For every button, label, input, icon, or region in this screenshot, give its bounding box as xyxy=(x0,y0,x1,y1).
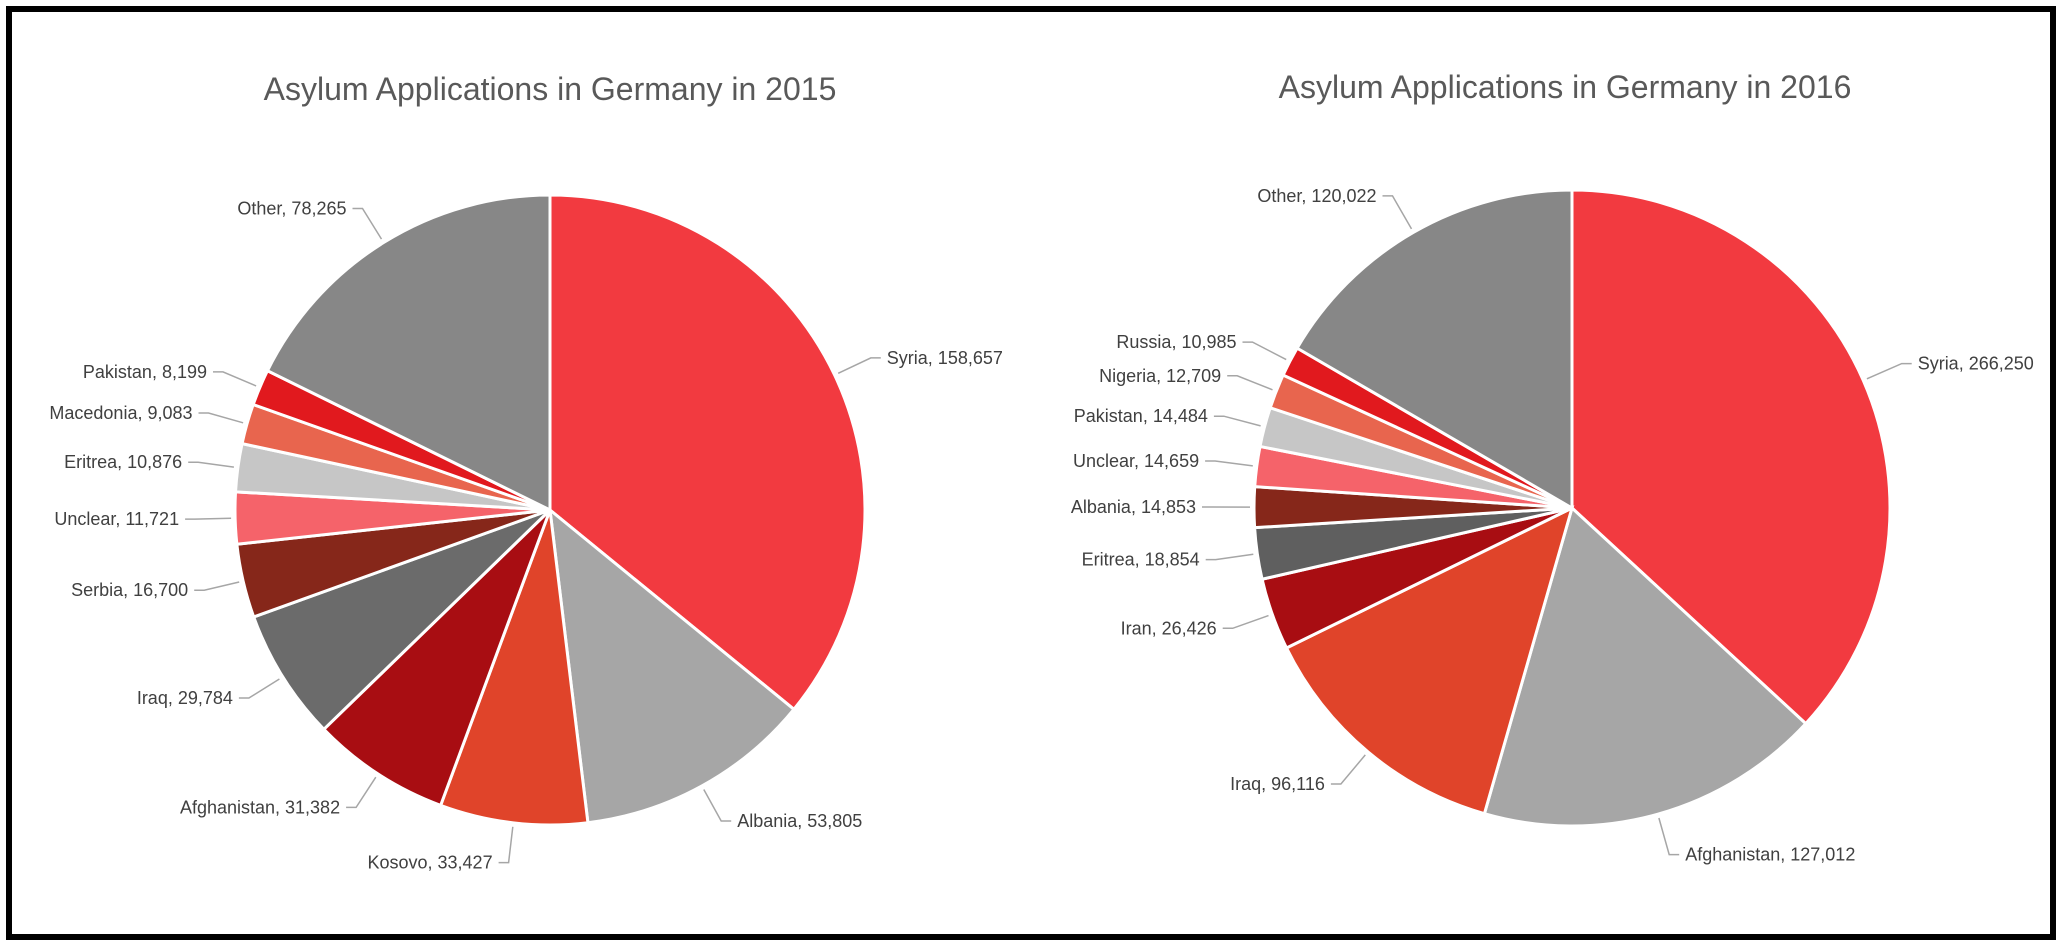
data-label: Kosovo, 33,427 xyxy=(367,853,492,873)
leader-line xyxy=(1205,460,1253,467)
data-label: Afghanistan, 127,012 xyxy=(1685,845,1855,865)
pie-slice-afghanistan xyxy=(321,508,552,808)
data-label: Pakistan, 14,484 xyxy=(1074,406,1208,426)
data-label: Other, 120,022 xyxy=(1257,186,1376,206)
leader-line xyxy=(185,517,232,520)
chart-title: Asylum Applications in Germany in 2016 xyxy=(1279,69,1852,105)
leader-line xyxy=(1227,375,1273,391)
leader-line xyxy=(352,207,383,240)
pie-slice-iraq xyxy=(251,508,552,732)
data-label: Eritrea, 10,876 xyxy=(64,452,182,472)
data-label: Russia, 10,985 xyxy=(1116,332,1236,352)
leader-line xyxy=(1866,362,1912,380)
leader-line xyxy=(498,826,514,864)
data-label: Syria, 266,250 xyxy=(1918,354,2034,374)
pie-slice-syria xyxy=(548,193,867,712)
pie-slice-kosovo xyxy=(438,509,590,827)
pie-slice-other xyxy=(1295,188,1574,511)
pie-chart-2016: Asylum Applications in Germany in 2016 S… xyxy=(1071,69,2034,865)
leader-line xyxy=(346,776,377,809)
pie-slice-albania xyxy=(548,506,797,825)
data-label: Albania, 14,853 xyxy=(1071,497,1196,517)
leader-line xyxy=(238,678,280,699)
data-label: Macedonia, 9,083 xyxy=(49,403,192,423)
pie-slice-other xyxy=(265,193,552,513)
data-label: Unclear, 14,659 xyxy=(1073,451,1199,471)
data-label: Serbia, 16,700 xyxy=(71,580,188,600)
data-label: Unclear, 11,721 xyxy=(54,509,179,529)
leader-line xyxy=(1382,195,1413,230)
pie-chart-2015: Asylum Applications in Germany in 2015 S… xyxy=(49,71,1002,873)
data-label: Afghanistan, 31,382 xyxy=(180,797,340,817)
data-label: Pakistan, 8,199 xyxy=(83,362,207,382)
data-label: Iran, 26,426 xyxy=(1121,618,1217,638)
leader-line xyxy=(1242,341,1287,361)
data-label: Iraq, 29,784 xyxy=(137,688,233,708)
pie-slice-afghanistan xyxy=(1482,505,1808,828)
leader-line xyxy=(1658,817,1680,856)
leader-line xyxy=(198,412,244,424)
pie-slice-iraq xyxy=(1284,505,1575,816)
pie-slice-syria xyxy=(1570,188,1892,726)
data-label: Other, 78,265 xyxy=(237,199,346,219)
leader-line xyxy=(213,371,257,387)
chart-title: Asylum Applications in Germany in 2015 xyxy=(264,71,837,107)
data-label: Albania, 53,805 xyxy=(737,811,862,831)
leader-line xyxy=(188,461,235,468)
leader-line xyxy=(1222,614,1269,630)
leader-line xyxy=(1330,754,1366,785)
leader-line xyxy=(194,581,240,591)
leader-line xyxy=(1213,415,1261,427)
leader-line xyxy=(1205,553,1254,561)
data-label: Syria, 158,657 xyxy=(887,348,1003,368)
data-label: Nigeria, 12,709 xyxy=(1099,366,1221,386)
leader-line xyxy=(703,789,732,822)
data-label: Iraq, 96,116 xyxy=(1230,774,1325,794)
leader-line xyxy=(837,357,881,374)
data-label: Eritrea, 18,854 xyxy=(1082,550,1200,570)
